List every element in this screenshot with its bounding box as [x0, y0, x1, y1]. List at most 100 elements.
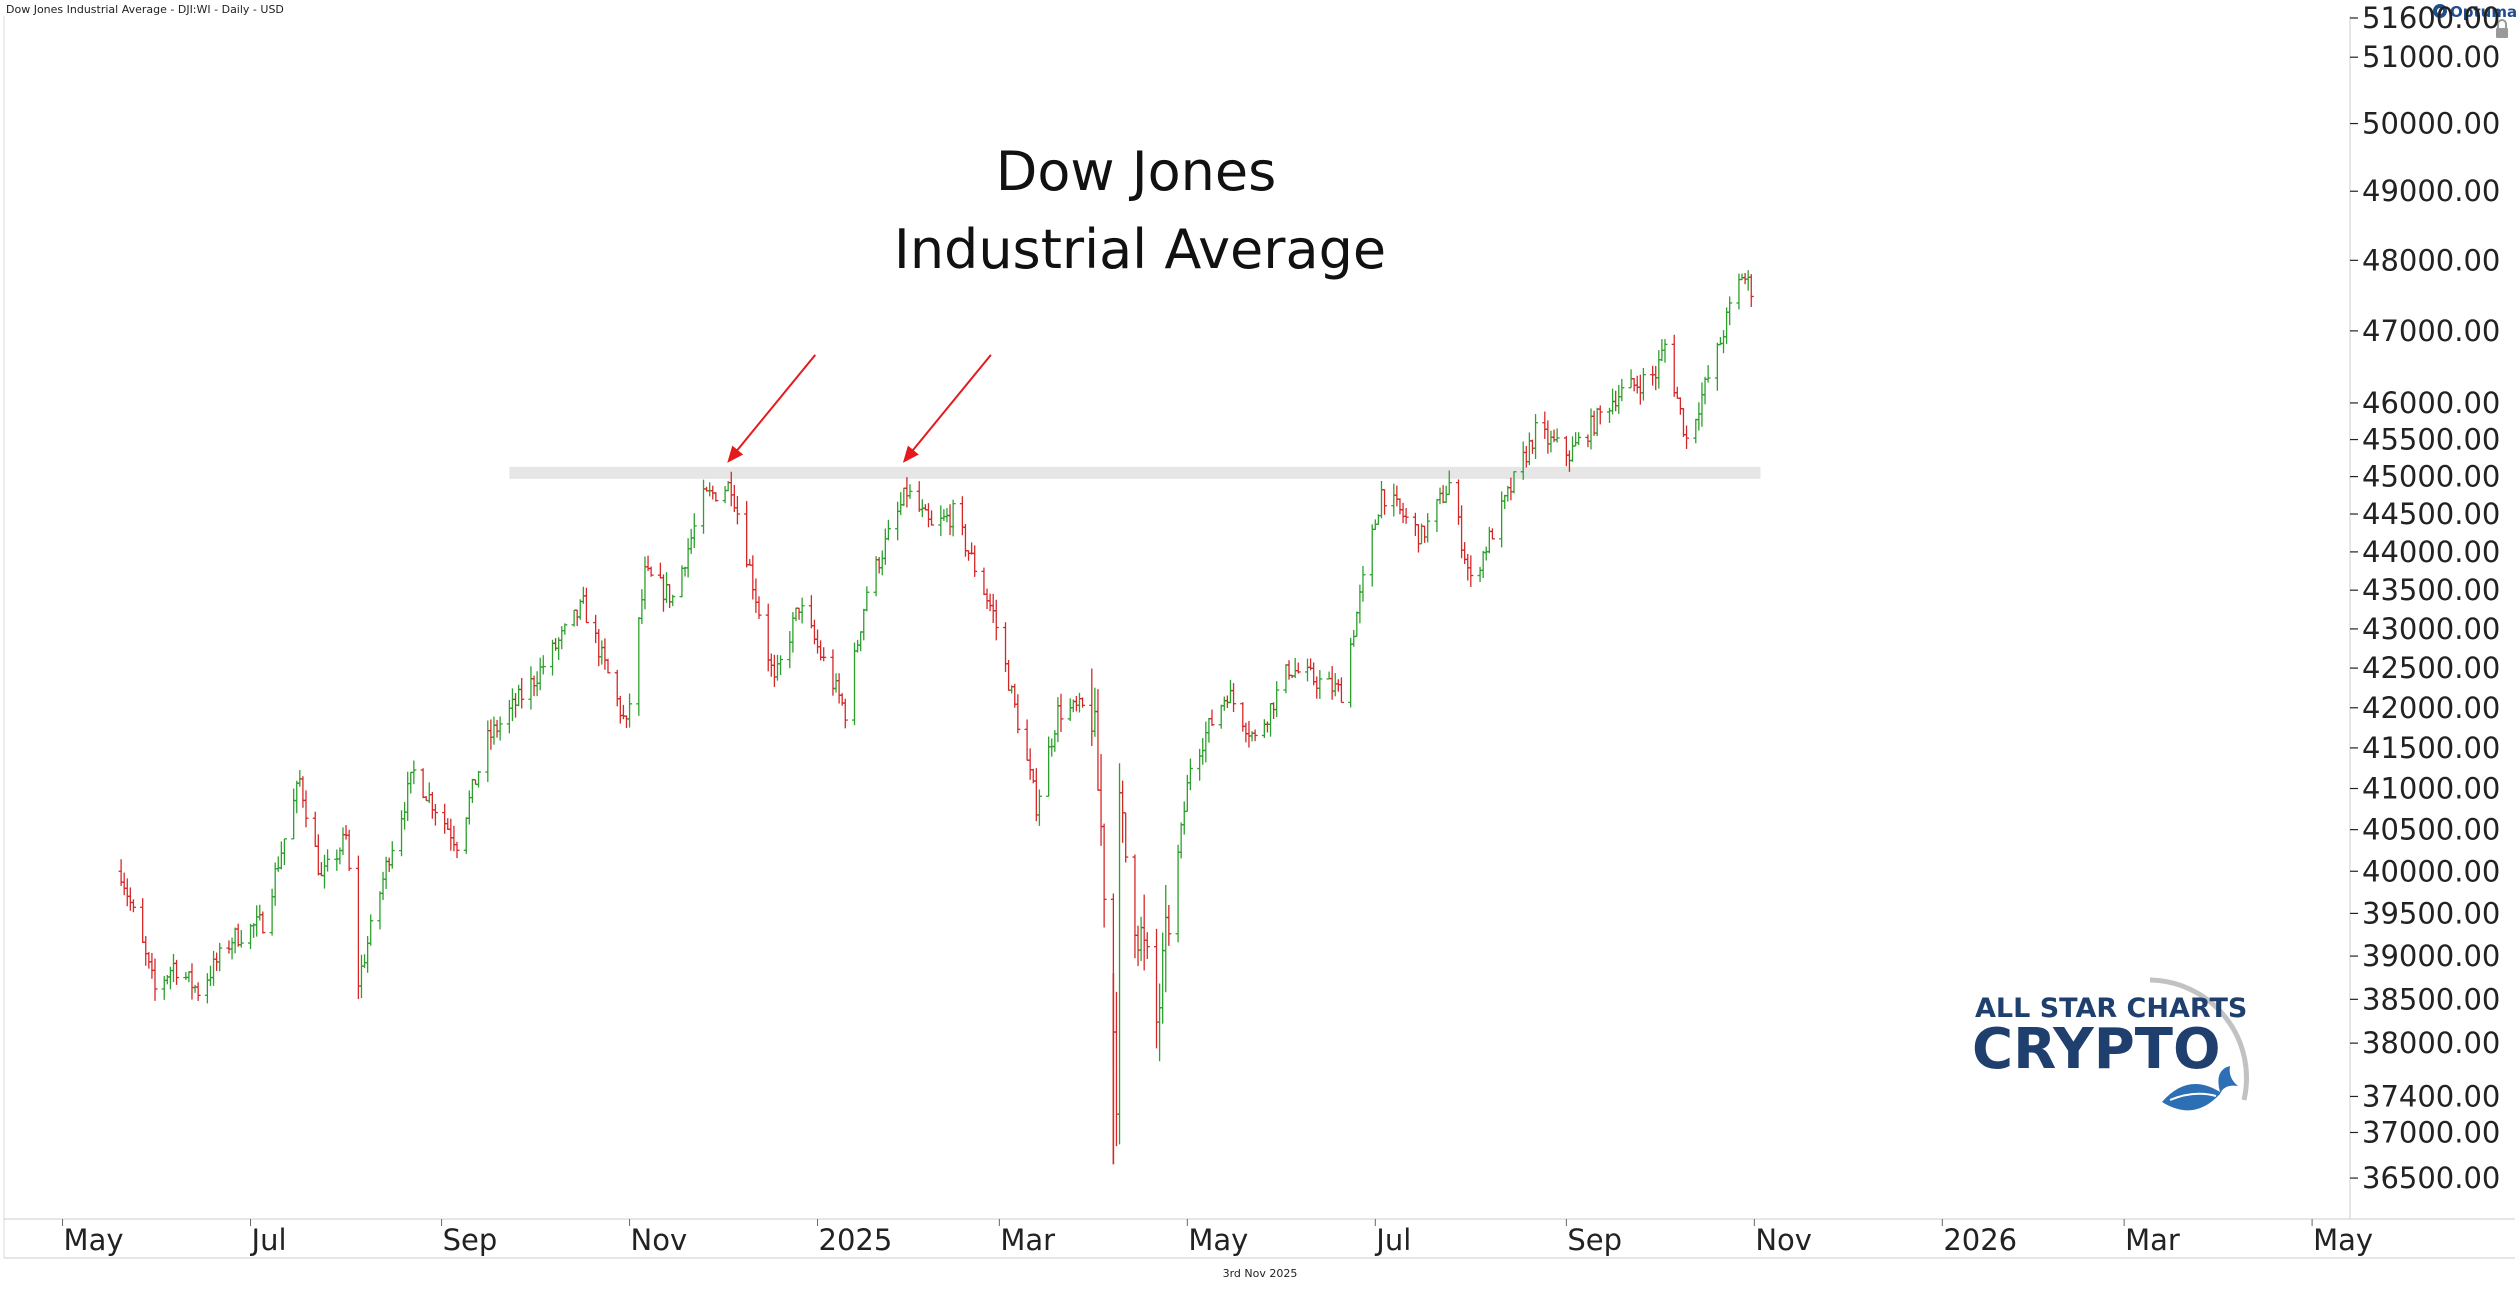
ohlc-bar — [1024, 719, 1030, 761]
ohlc-bar — [1166, 904, 1172, 946]
ohlc-bar — [528, 666, 534, 710]
ohlc-bar — [491, 716, 497, 745]
x-tick-label: Sep — [443, 1223, 498, 1257]
x-tick-label: 2026 — [1943, 1223, 2017, 1257]
y-tick-label: 50000.00 — [2362, 107, 2500, 141]
ohlc-bar — [981, 567, 987, 596]
ohlc-bar — [488, 719, 494, 750]
ohlc-bar — [1036, 789, 1042, 826]
ohlc-bar — [1684, 425, 1690, 450]
ohlc-bar — [1274, 681, 1280, 718]
ohlc-bar — [701, 479, 707, 534]
ohlc-bar — [1224, 695, 1230, 708]
ohlc-bar — [1357, 584, 1363, 624]
ohlc-bar — [321, 854, 327, 889]
ohlc-bar — [130, 899, 136, 913]
ohlc-bar — [1271, 702, 1277, 720]
chart-title-line1: Dow Jones — [996, 140, 1277, 203]
ohlc-bar — [1286, 660, 1292, 680]
ohlc-bar — [1338, 677, 1344, 704]
ohlc-bar — [879, 550, 885, 576]
footer-date: 3rd Nov 2025 — [1223, 1267, 1298, 1280]
ohlc-bar — [275, 856, 281, 872]
ohlc-bar — [550, 639, 556, 676]
ohlc-bar — [1117, 763, 1123, 1145]
ohlc-bar — [389, 841, 395, 869]
ohlc-bar — [648, 566, 654, 577]
ohlc-bar — [950, 499, 956, 537]
ohlc-bar — [1181, 801, 1187, 835]
ohlc-bar — [334, 849, 340, 871]
optuma-logo: Optuma — [2433, 3, 2517, 21]
ohlc-bar — [1745, 270, 1751, 291]
ohlc-bar — [1394, 485, 1400, 507]
x-tick-label: 2025 — [819, 1223, 893, 1257]
y-tick-label: 51000.00 — [2362, 40, 2500, 74]
ohlc-bar — [1209, 709, 1215, 726]
instrument-header: Dow Jones Industrial Average - DJI:WI - … — [6, 3, 284, 16]
ohlc-bar — [882, 528, 888, 565]
ohlc-bar — [519, 677, 525, 709]
ohlc-bar — [1351, 629, 1357, 647]
ohlc-bar — [1378, 481, 1384, 519]
ohlc-bar — [864, 586, 870, 612]
x-tick-label: Nov — [1755, 1223, 1812, 1257]
ohlc-bar — [679, 565, 685, 598]
y-tick-label: 49000.00 — [2362, 174, 2500, 208]
ohlc-bar — [1132, 854, 1138, 959]
ohlc-bar — [756, 596, 762, 620]
ohlc-bar — [947, 504, 953, 536]
ohlc-bar — [312, 811, 318, 847]
ohlc-bar — [1415, 524, 1421, 553]
ohlc-bar — [229, 937, 235, 960]
ohlc-bar — [146, 952, 152, 969]
ohlc-bar — [1227, 679, 1233, 704]
x-tick-label: Mar — [2125, 1223, 2180, 1257]
ohlc-bar — [1465, 553, 1471, 581]
ohlc-bar — [442, 803, 448, 834]
ohlc-bar — [346, 829, 352, 872]
ohlc-bar — [1573, 432, 1579, 447]
ohlc-bar — [1252, 729, 1258, 742]
ohlc-bar — [1206, 717, 1212, 743]
y-tick-label: 40000.00 — [2362, 854, 2500, 888]
ohlc-bar — [1554, 428, 1560, 443]
annotation-arrow — [727, 354, 817, 463]
resistance-band — [509, 466, 1761, 479]
ohlc-bar — [1400, 502, 1406, 524]
ohlc-bar — [1243, 722, 1249, 743]
ohlc-bar — [617, 695, 623, 724]
y-tick-label: 38000.00 — [2362, 1026, 2500, 1060]
lock-icon[interactable] — [2496, 19, 2508, 38]
ohlc-bar — [1141, 894, 1147, 971]
y-tick-label: 41500.00 — [2362, 731, 2500, 765]
ohlc-bar — [469, 778, 475, 804]
ohlc-bar — [432, 803, 438, 826]
ohlc-bar — [1696, 402, 1702, 431]
ohlc-bar — [1594, 407, 1600, 437]
ohlc-bar — [925, 503, 931, 528]
y-tick-label: 45000.00 — [2362, 460, 2500, 494]
ohlc-bar — [1184, 774, 1190, 813]
ohlc-bar — [1160, 932, 1166, 1024]
ohlc-bar — [815, 629, 821, 654]
ohlc-bar — [821, 647, 827, 662]
ohlc-bar — [1283, 664, 1289, 694]
y-axis: 51600.00 51000.00 50000.00 49000.00 48000.00… — [2350, 1, 2500, 1195]
ohlc-bar — [1326, 671, 1332, 680]
ohlc-bar — [1080, 697, 1086, 708]
ohlc-bar — [774, 654, 780, 681]
ohlc-bar — [445, 818, 451, 831]
ohlc-bar — [941, 509, 947, 522]
ohlc-bar — [993, 599, 999, 641]
ohlc-bar — [226, 940, 232, 954]
ohlc-bar — [660, 574, 666, 612]
ohlc-bar — [325, 849, 331, 872]
x-tick-label: May — [64, 1223, 124, 1257]
ohlc-bar — [1295, 662, 1301, 674]
ohlc-bar — [380, 871, 386, 901]
ohlc-bar — [1542, 411, 1548, 439]
ohlc-bar — [562, 623, 568, 635]
